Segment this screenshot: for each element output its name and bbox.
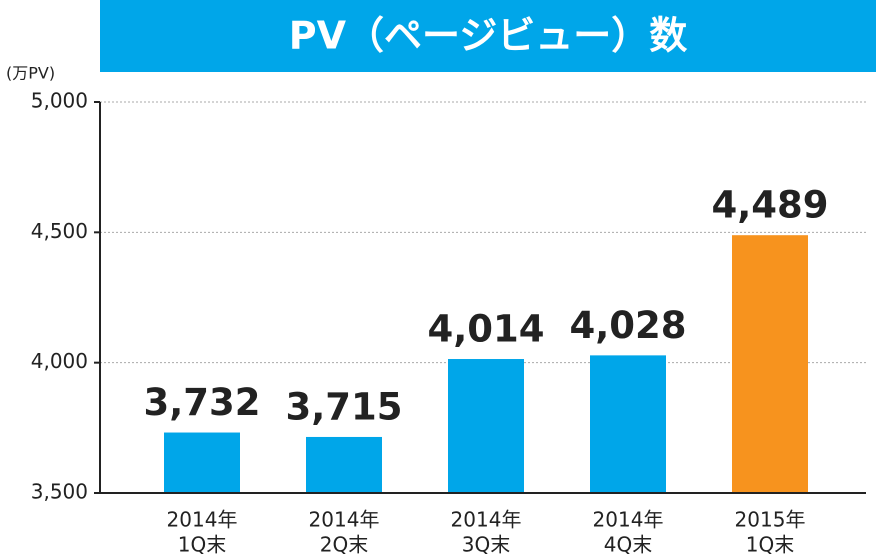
y-tick-label: 4,000: [31, 349, 88, 373]
x-tick-label: 2015年: [735, 508, 806, 532]
x-tick-label: 2014年: [451, 508, 522, 532]
value-label: 3,732: [143, 381, 260, 424]
value-label: 4,489: [711, 184, 828, 227]
x-tick-label: 1Q末: [746, 533, 794, 557]
x-tick-label: 1Q末: [178, 533, 226, 557]
x-tick-label: 3Q末: [462, 533, 510, 557]
bar: [164, 432, 240, 493]
value-label: 4,014: [427, 308, 544, 351]
bar: [590, 355, 666, 493]
x-tick-label: 2Q末: [320, 533, 368, 557]
bar: [448, 359, 524, 493]
bar: [306, 436, 382, 493]
value-label: 3,715: [285, 385, 402, 428]
x-tick-label: 2014年: [593, 508, 664, 532]
x-tick-label: 4Q末: [604, 533, 652, 557]
y-axis-label: (万PV): [6, 64, 55, 83]
y-tick-label: 3,500: [31, 480, 88, 504]
y-tick-label: 4,500: [31, 219, 88, 243]
x-tick-label: 2014年: [167, 508, 238, 532]
title-banner: [100, 0, 876, 72]
value-label: 4,028: [569, 304, 686, 347]
x-tick-label: 2014年: [309, 508, 380, 532]
chart-title: PV（ページビュー）数: [289, 14, 688, 58]
y-tick-label: 5,000: [31, 89, 88, 113]
bar: [732, 235, 808, 493]
